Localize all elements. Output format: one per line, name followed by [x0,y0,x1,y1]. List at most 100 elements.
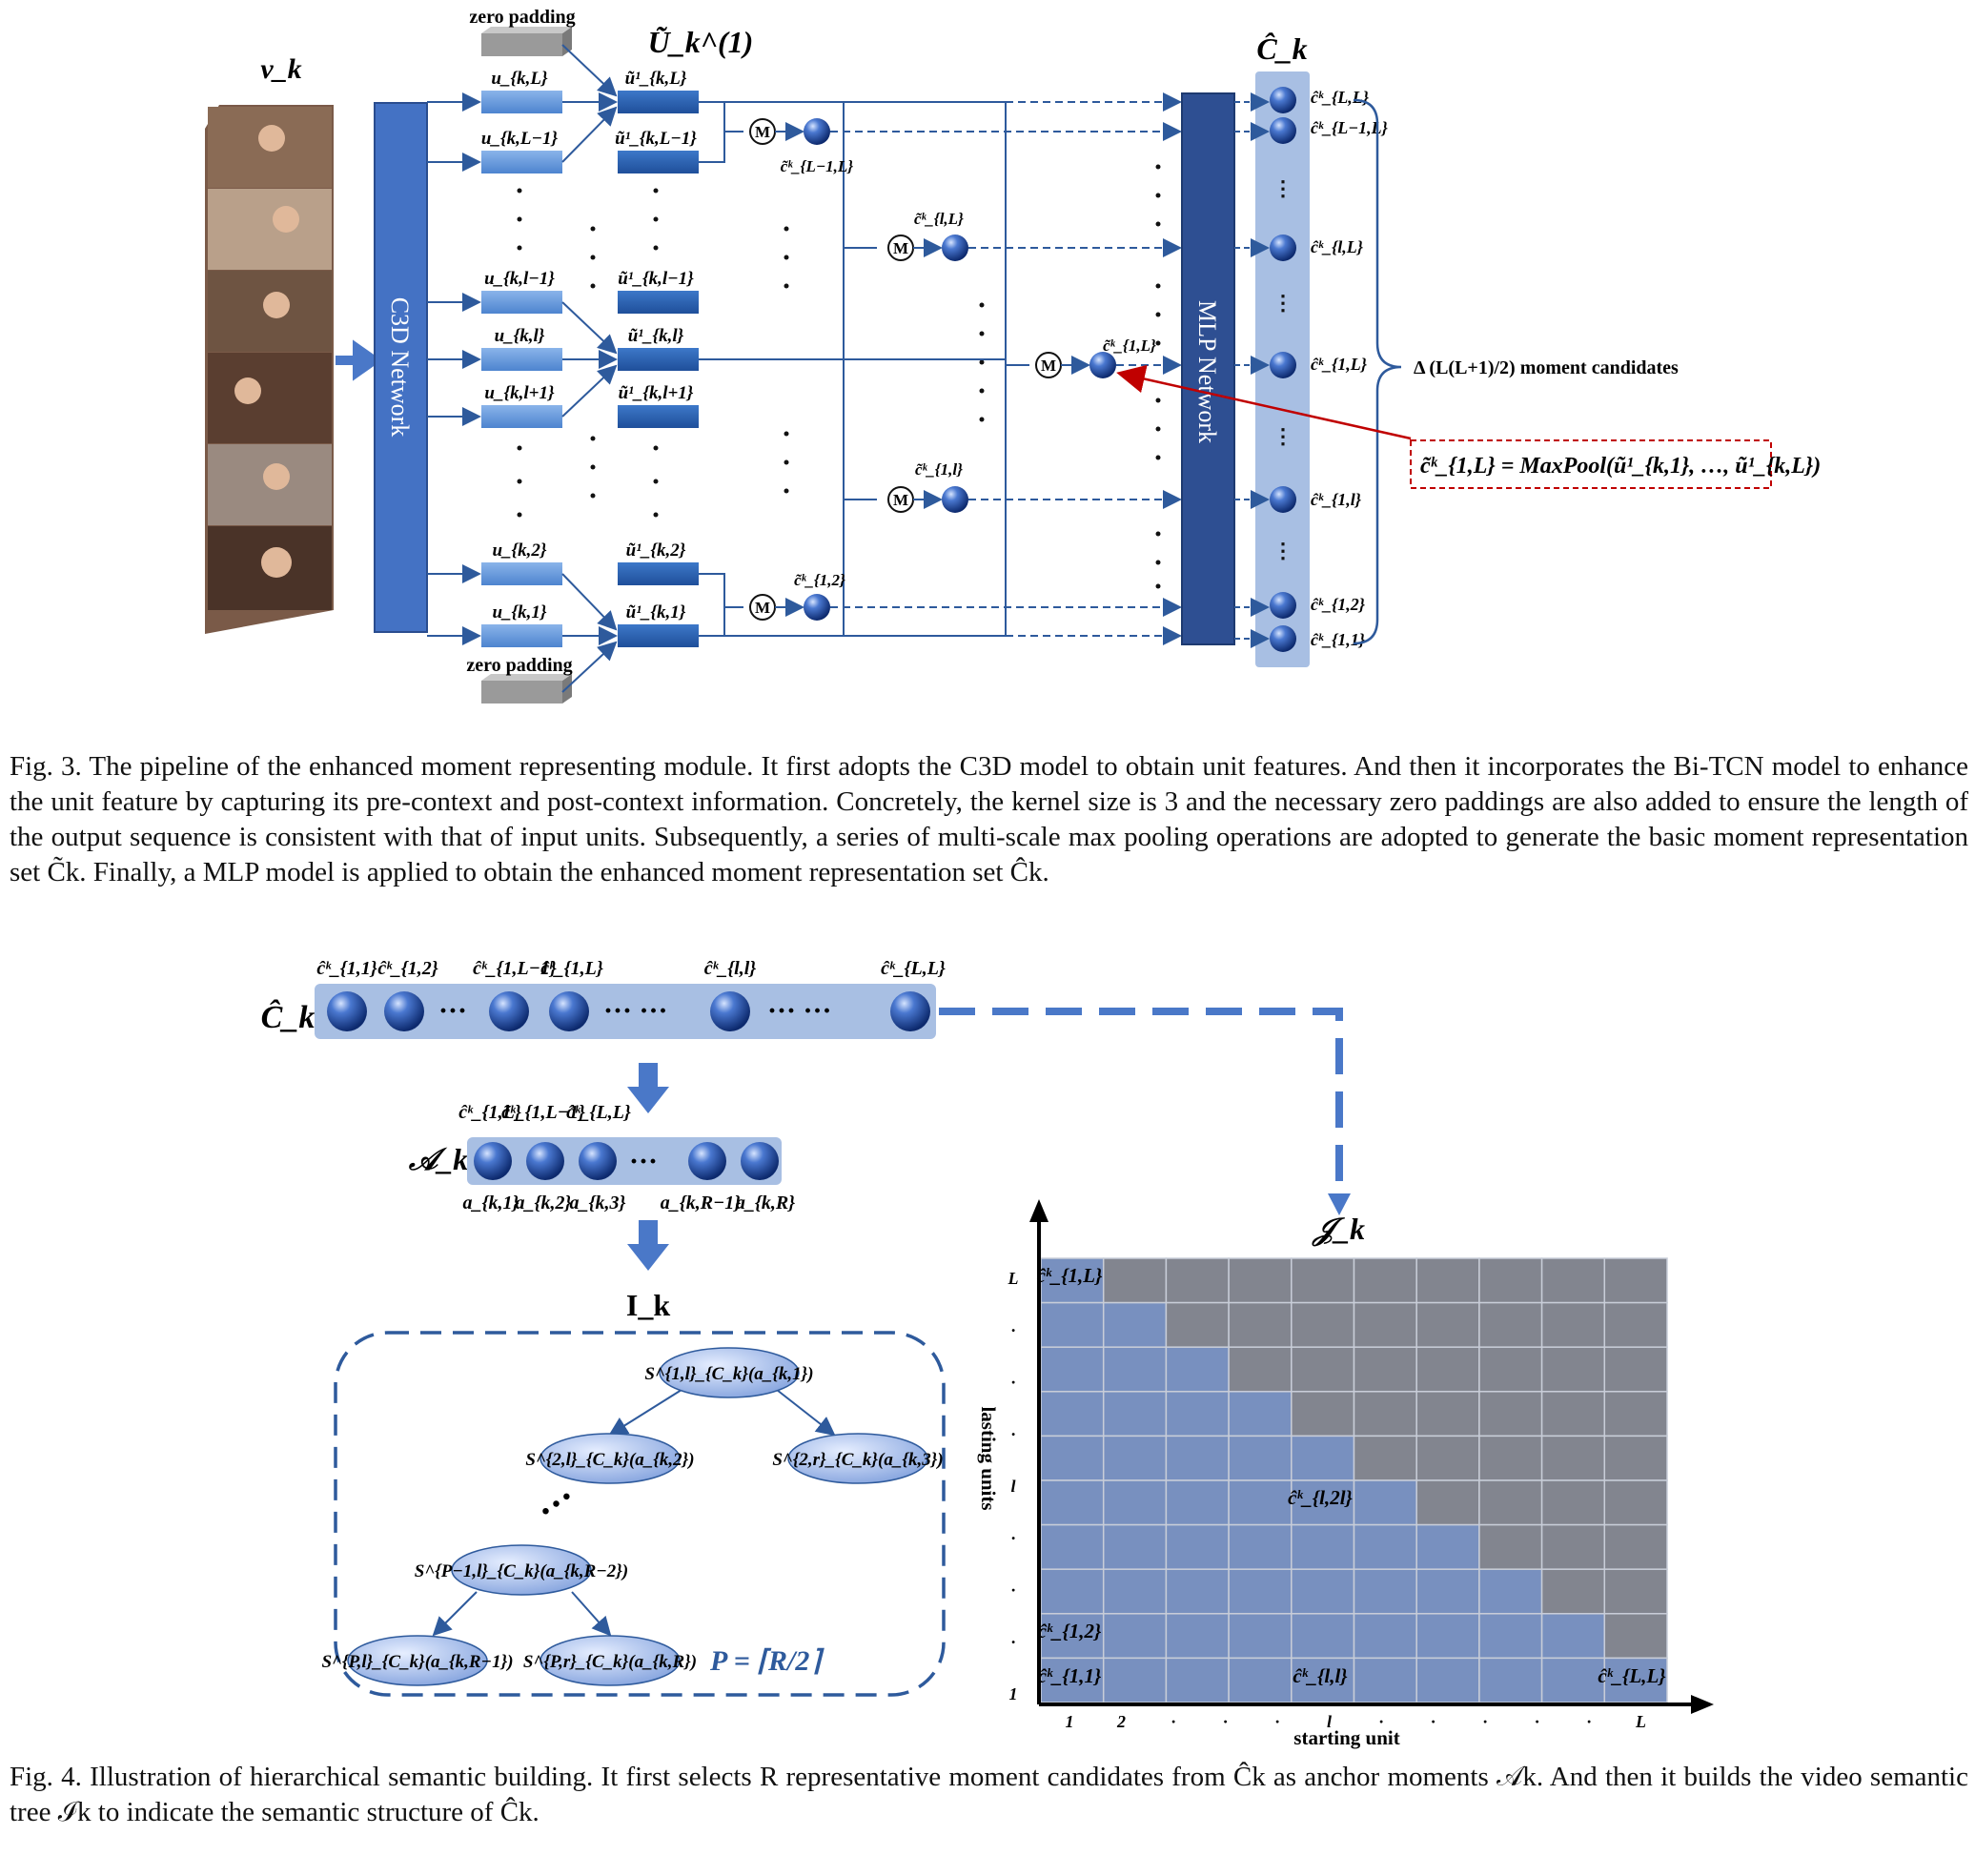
anchor-bottom-label: a_{k,R} [736,1193,795,1213]
maxpool-pointer [1116,364,1412,440]
grid-label: ĉᵏ_{1,2} [1038,1620,1102,1642]
enh-label: ũ¹_{k,2} [626,540,686,561]
output-vertical-dots: ⋮ ⋮ ⋮ ⋮ [1273,176,1293,562]
tree-node-label: S^{P−1,l}_{C_k}(a_{k,R−2}) [415,1561,629,1581]
grid-cell [1415,1657,1480,1703]
y-tick: · [1011,1425,1016,1444]
tree-node-label: S^{P,r}_{C_k}(a_{k,R}) [523,1652,697,1672]
grid-cell [1353,1479,1417,1526]
grid-cell [1102,1568,1168,1615]
grid-cell [1291,1391,1355,1438]
unit-label: u_{k,L} [491,69,548,89]
mlp-network-block [1181,92,1235,645]
grid-cell [1415,1435,1480,1481]
output-label: ĉᵏ_{L−1,L} [1311,118,1389,137]
grid-cell [1102,1479,1168,1526]
grid-cell [1102,1657,1168,1703]
grid-cell [1603,1435,1668,1481]
unit-label: u_{k,L−1} [481,129,559,149]
mlp-network-label: MLP Network [1193,300,1221,443]
grid-cell [1478,1391,1543,1438]
pool-label: c̃ᵏ_{L−1,L} [781,157,854,175]
anchor-top-label: ĉᵏ_{1,L−1} [501,1102,585,1123]
ak-label: 𝒜_k [408,1142,468,1176]
grid-label: ĉᵏ_{L,L} [1598,1664,1666,1687]
tree-dots: ··· [528,1475,584,1532]
ak-dots: ··· [629,1146,658,1177]
grid-cell [1353,1257,1417,1304]
anchor-bottom-label: a_{k,R−1} [661,1193,741,1213]
x-tick: · [1431,1712,1435,1731]
grid-label: ĉᵏ_{1,L} [1037,1264,1104,1287]
tree-node-label: S^{P,l}_{C_k}(a_{k,R−1}) [321,1652,513,1672]
grid-cell [1415,1613,1480,1660]
unit-label: u_{k,l} [495,326,545,346]
ck-label: Ĉ_k [261,999,316,1035]
ak-band [467,1137,782,1185]
svg-text:··· ···: ··· ··· [767,995,832,1027]
grid-cell [1040,1657,1105,1703]
grid-cell [1540,1257,1606,1304]
grid-cell [1228,1613,1293,1660]
ck-top-label: ĉᵏ_{1,2} [377,958,438,979]
tree-node-label: S^{1,l}_{C_k}(a_{k,1}) [644,1364,813,1384]
ck-top-label: ĉᵏ_{1,L} [540,958,603,979]
ck-dots: ··· ··· ··· ··· ··· [438,995,832,1027]
vk-label: v_k [260,53,301,85]
grid-cell [1165,1479,1230,1526]
svg-text:⋮: ⋮ [1273,539,1293,562]
anchor-bottom-label: a_{k,3} [570,1193,626,1213]
m-symbol: M [1041,357,1056,375]
grid-cell [1540,1657,1606,1703]
x-tick: l [1327,1712,1332,1731]
y-tick: L [1008,1269,1019,1288]
zero-padding-bottom [481,674,572,704]
y-tick: · [1011,1529,1016,1548]
y-tick: 1 [1009,1684,1018,1703]
output-label: ĉᵏ_{1,2} [1311,595,1366,614]
grid-cell [1415,1346,1480,1393]
u-tilde-title: Ũ_k^(1) [648,25,754,59]
grid-cell [1228,1435,1293,1481]
enhanced-unit-boxes [618,91,699,647]
grid-cell [1165,1301,1230,1348]
down-arrow-2 [627,1220,669,1271]
grid-cell [1040,1435,1105,1481]
down-arrow-1 [627,1063,669,1113]
y-tick: · [1011,1633,1016,1652]
grid-cell [1291,1479,1355,1526]
grid-cell [1478,1479,1543,1526]
zero-padding-top-label: zero padding [469,7,575,28]
grid-cell [1478,1346,1543,1393]
anchor-bottom-label: a_{k,1} [463,1193,519,1213]
enhanced-unit-labels: ũ¹_{k,L} ũ¹_{k,L−1} ũ¹_{k,l−1} ũ¹_{k,l} … [615,69,697,622]
grid-cell [1603,1346,1668,1393]
grid-cell [1478,1257,1543,1304]
grid-cell [1603,1391,1668,1438]
candidates-label: Δ (L(L+1)/2) moment candidates [1414,357,1679,378]
anchor-top-label: ĉᵏ_{L,L} [566,1102,631,1123]
enh-label: ũ¹_{k,l} [628,326,684,346]
svg-text:⋮: ⋮ [1273,176,1293,200]
grid-cell [1478,1613,1543,1660]
anchor-top-labels: ĉᵏ_{1,L} ĉᵏ_{1,L−1} ĉᵏ_{L,L} [458,1102,631,1123]
output-label: ĉᵏ_{l,L} [1311,237,1364,256]
unit-label: u_{k,l−1} [484,269,555,289]
grid-cell [1478,1657,1543,1703]
grid-cell [1415,1568,1480,1615]
grid-cell [1353,1301,1417,1348]
ck-band [315,984,936,1039]
p-formula: P = ⌈R/2⌉ [709,1645,825,1677]
grid-cell [1353,1435,1417,1481]
figure-3-caption: Fig. 3. The pipeline of the enhanced mom… [10,751,1968,887]
grid-cell [1040,1391,1105,1438]
unit-label: u_{k,2} [492,540,546,561]
ck-top-label: ĉᵏ_{l,l} [704,958,757,979]
grid-cell [1353,1391,1417,1438]
grid-cell [1603,1301,1668,1348]
grid-cell [1040,1479,1105,1526]
grid-label: ĉᵏ_{l,l} [1293,1664,1348,1687]
semantic-tree-frame [334,1331,946,1697]
unit-feature-labels: u_{k,L} u_{k,L−1} u_{k,l−1} u_{k,l} u_{k… [481,69,559,622]
tree-node-label: S^{2,l}_{C_k}(a_{k,2}) [525,1450,694,1470]
